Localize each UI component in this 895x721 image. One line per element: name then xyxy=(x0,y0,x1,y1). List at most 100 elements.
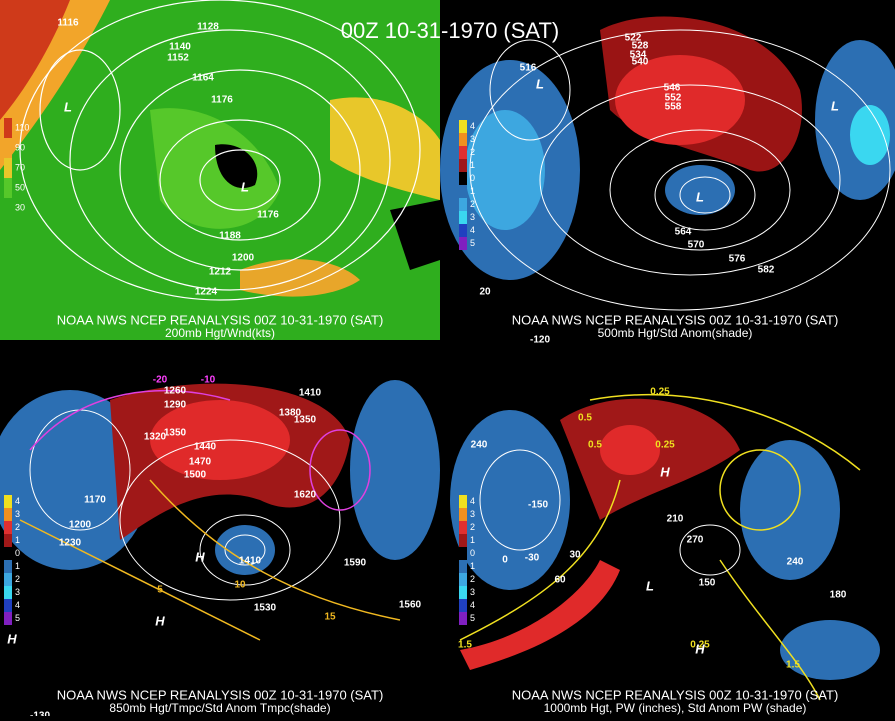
contour-label: -30 xyxy=(525,553,540,564)
panel-caption: NOAA NWS NCEP REANALYSIS 00Z 10-31-1970 … xyxy=(57,687,384,702)
contour-label: 240 xyxy=(787,557,804,568)
legend-swatch xyxy=(4,118,12,138)
legend-swatch xyxy=(459,224,467,237)
contour-label: L xyxy=(241,179,249,194)
legend-swatch xyxy=(459,159,467,172)
legend-label: 4 xyxy=(15,600,20,610)
contour-label: 582 xyxy=(758,265,775,276)
contour-label: L xyxy=(831,98,839,113)
panel-caption: NOAA NWS NCEP REANALYSIS 00Z 10-31-1970 … xyxy=(57,312,384,327)
shade xyxy=(850,105,890,165)
legend-label: 5 xyxy=(15,613,20,623)
contour-label: 1152 xyxy=(167,53,189,64)
contour-label: 1164 xyxy=(192,73,214,84)
legend-label: 2 xyxy=(470,147,475,157)
contour-label: 528 xyxy=(632,41,649,52)
shade xyxy=(465,110,545,230)
legend-label: 0 xyxy=(15,548,20,558)
contour-label: 1590 xyxy=(344,558,367,569)
contour-label: -150 xyxy=(528,500,548,511)
shade xyxy=(615,55,745,145)
legend-label: 2 xyxy=(15,522,20,532)
contour-label: 1140 xyxy=(169,42,191,53)
legend-swatch xyxy=(459,508,467,521)
contour-label: 1200 xyxy=(232,253,255,264)
contour-label: 564 xyxy=(675,227,692,238)
contour-label: 576 xyxy=(729,254,746,265)
panel-1000mb xyxy=(450,375,895,716)
contour-label: H xyxy=(660,464,670,479)
legend-label: 1 xyxy=(470,561,475,571)
legend-swatch xyxy=(459,534,467,547)
contour-label: 1176 xyxy=(257,210,279,221)
contour-label: 1230 xyxy=(59,538,82,549)
contour-label: 1.5 xyxy=(786,660,800,671)
contour-label: 516 xyxy=(520,63,537,74)
contour-label: 0.5 xyxy=(588,440,602,451)
contour-label: 30 xyxy=(569,550,581,561)
panel-200mb xyxy=(0,0,440,340)
legend-label: 2 xyxy=(470,199,475,209)
legend-label: 2 xyxy=(470,574,475,584)
legend-label: 4 xyxy=(15,496,20,506)
contour-label: 5 xyxy=(157,585,163,596)
shade xyxy=(450,410,570,590)
contour-label: H xyxy=(7,631,17,646)
legend-swatch xyxy=(4,573,12,586)
legend-label: 1 xyxy=(15,535,20,545)
contour-label: 1440 xyxy=(194,442,217,453)
contour-label: 0.25 xyxy=(655,440,675,451)
contour-label: 534 xyxy=(630,50,647,61)
contour-label: 1128 xyxy=(197,22,219,33)
panel-subtitle: 200mb Hgt/Wnd(kts) xyxy=(165,326,275,340)
contour-label: 1188 xyxy=(219,231,241,242)
legend-label: 5 xyxy=(470,238,475,248)
contour-label: 1380 xyxy=(279,408,302,419)
shade xyxy=(460,560,620,670)
legend-swatch xyxy=(459,521,467,534)
legend-swatch xyxy=(4,158,12,178)
legend-label: 5 xyxy=(470,613,475,623)
contour-label: 1116 xyxy=(57,18,79,29)
contour-label: 0.25 xyxy=(690,640,710,651)
contour-label: 570 xyxy=(688,240,705,251)
legend-swatch xyxy=(4,599,12,612)
panel-caption: NOAA NWS NCEP REANALYSIS 00Z 10-31-1970 … xyxy=(512,312,839,327)
legend-swatch xyxy=(4,198,12,218)
panel-caption: NOAA NWS NCEP REANALYSIS 00Z 10-31-1970 … xyxy=(512,687,839,702)
contour-label: 1350 xyxy=(294,415,317,426)
legend-swatch xyxy=(4,178,12,198)
legend-swatch xyxy=(459,237,467,250)
legend-swatch xyxy=(4,495,12,508)
contour-label: 1410 xyxy=(239,556,262,567)
legend-swatch xyxy=(4,508,12,521)
contour-label: -130 xyxy=(30,711,50,716)
shade xyxy=(740,440,840,580)
legend-label: 70 xyxy=(15,162,25,172)
contour-label: 546 xyxy=(664,83,681,94)
contour-label: 1260 xyxy=(164,386,187,397)
panel-subtitle: 850mb Hgt/Tmpc/Std Anom Tmpc(shade) xyxy=(109,701,330,715)
legend-swatch xyxy=(4,586,12,599)
legend-label: 3 xyxy=(470,509,475,519)
legend-label: 2 xyxy=(15,574,20,584)
legend-label: 3 xyxy=(470,587,475,597)
contour-label: 1170 xyxy=(84,495,106,506)
legend-swatch xyxy=(459,146,467,159)
legend-swatch xyxy=(459,211,467,224)
contour-label: 10 xyxy=(234,580,246,591)
legend-swatch xyxy=(4,138,12,158)
shade xyxy=(215,144,258,189)
contour-label: 15 xyxy=(324,612,336,623)
legend-label: 110 xyxy=(15,122,29,132)
legend-label: 4 xyxy=(470,225,475,235)
legend-label: 50 xyxy=(15,182,25,192)
contour-label: 1200 xyxy=(69,520,92,531)
legend-label: 90 xyxy=(15,142,25,152)
contour-label: -120 xyxy=(530,335,550,346)
contours xyxy=(19,479,401,641)
main-title: 00Z 10-31-1970 (SAT) xyxy=(341,18,559,43)
contours xyxy=(29,389,371,511)
